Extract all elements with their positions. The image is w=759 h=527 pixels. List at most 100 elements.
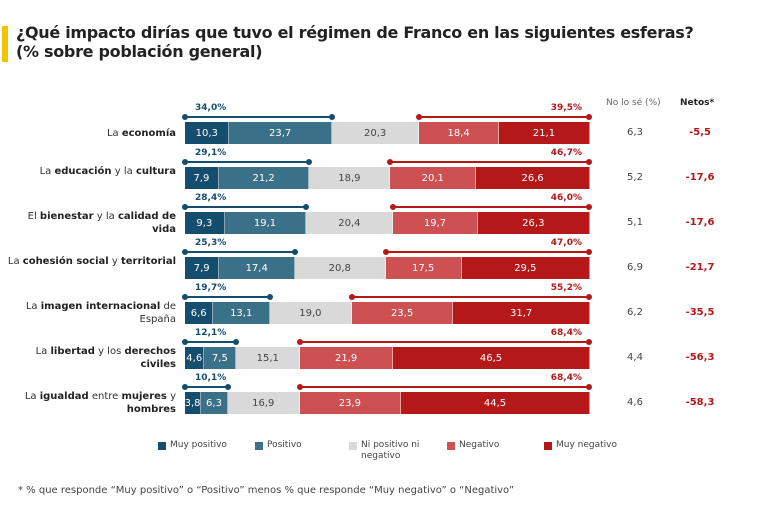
row-label-part: y — [166, 391, 176, 402]
title-line-2: (% sobre población general) — [16, 42, 263, 61]
bar-segment-ni-positivo-ni-negativo: 20,3 — [331, 122, 420, 144]
row-label-part: La — [35, 346, 51, 357]
bracket-dot — [182, 114, 188, 120]
row-label: La libertad y los derechos civiles — [6, 345, 176, 371]
bracket-dot — [586, 339, 592, 345]
positive-total-bracket — [185, 116, 332, 118]
positive-total-bracket — [185, 206, 307, 208]
positive-total-bracket — [185, 161, 310, 163]
positive-total-label: 28,4% — [195, 193, 227, 203]
bar-segment-positivo: 6,3 — [201, 392, 228, 414]
row-label-part: educación — [54, 166, 112, 177]
positive-total-label: 12,1% — [195, 328, 227, 338]
bar-segment-muy-negativo: 46,5 — [393, 347, 590, 369]
bracket-dot — [182, 159, 188, 165]
bar-segment-negativo: 17,5 — [385, 257, 462, 279]
legend-label: Negativo — [459, 440, 500, 450]
row-label-part: igualdad — [39, 391, 89, 402]
row-label-part: economía — [121, 128, 176, 139]
row-label-part: imagen internacional — [40, 301, 161, 312]
bar-segment-muy-negativo: 29,5 — [461, 257, 590, 279]
negative-total-bracket — [299, 386, 590, 388]
bracket-dot — [182, 204, 188, 210]
row-label-part: cultura — [135, 166, 176, 177]
bar-segment-positivo: 21,2 — [218, 167, 310, 189]
positive-total-label: 25,3% — [195, 238, 227, 248]
bracket-dot — [586, 294, 592, 300]
row-label: La economía — [6, 127, 176, 140]
bar-segment-negativo: 21,9 — [300, 347, 393, 369]
bracket-dot — [182, 384, 188, 390]
positive-total-bracket — [185, 341, 237, 343]
bar-segment-positivo: 13,1 — [213, 302, 270, 324]
bar-segment-positivo: 23,7 — [229, 122, 332, 144]
bracket-dot — [328, 114, 335, 120]
row-label-part: mujeres — [121, 391, 167, 402]
footnote: * % que responde “Muy positivo” o “Posit… — [18, 485, 515, 496]
legend-item: Negativo — [447, 440, 499, 451]
negative-total-bracket — [300, 341, 590, 343]
bar-segment-positivo: 17,4 — [219, 257, 296, 279]
negative-total-label: 39,5% — [550, 103, 582, 113]
bracket-dot — [182, 249, 188, 255]
bracket-dot — [416, 114, 423, 120]
negative-total-bracket — [385, 251, 590, 253]
bracket-dot — [224, 384, 231, 390]
positive-total-bracket — [185, 251, 296, 253]
row-label-part: La — [39, 166, 55, 177]
net-value: -56,3 — [685, 352, 715, 363]
negative-total-bracket — [390, 161, 590, 163]
positive-total-label: 29,1% — [195, 148, 227, 158]
bar-segment-positivo: 19,1 — [224, 212, 307, 234]
bar-segment-negativo: 23,5 — [351, 302, 454, 324]
bar-segment-muy-negativo: 21,1 — [498, 122, 590, 144]
row-label: La imagen internacional de España — [6, 300, 176, 326]
positive-total-bracket — [185, 296, 270, 298]
row-label-part: entre — [88, 391, 122, 402]
row-label-part: y la — [93, 211, 118, 222]
bracket-dot — [303, 204, 310, 210]
bracket-dot — [182, 294, 188, 300]
bracket-dot — [348, 294, 355, 300]
column-header-dk: No lo sé (%) — [606, 98, 661, 108]
bar-segment-negativo: 20,1 — [390, 167, 477, 189]
bracket-dot — [306, 159, 313, 165]
negative-total-label: 68,4% — [550, 328, 582, 338]
bar-segment-muy-positivo: 7,9 — [185, 167, 219, 189]
bracket-dot — [586, 204, 592, 210]
legend-label: Positivo — [267, 440, 302, 450]
bracket-dot — [292, 249, 299, 255]
bracket-dot — [182, 339, 188, 345]
bracket-dot — [387, 159, 394, 165]
net-value: -35,5 — [685, 307, 715, 318]
row-label-part: La — [25, 301, 41, 312]
net-value: -17,6 — [685, 172, 715, 183]
bar-segment-muy-positivo: 6,6 — [185, 302, 214, 324]
positive-total-label: 19,7% — [195, 283, 227, 293]
bar-segment-ni-positivo-ni-negativo: 19,0 — [269, 302, 352, 324]
dont-know-value: 6,2 — [627, 307, 643, 318]
bar-segment-muy-negativo: 26,3 — [477, 212, 590, 234]
bar-segment-negativo: 19,7 — [393, 212, 478, 234]
negative-total-label: 55,2% — [550, 283, 582, 293]
bar-segment-ni-positivo-ni-negativo: 16,9 — [227, 392, 300, 414]
positive-total-bracket — [185, 386, 228, 388]
legend-label: Ni positivo ni negativo — [361, 440, 420, 461]
title-line-1: ¿Qué impacto dirías que tuvo el régimen … — [16, 23, 694, 42]
negative-total-bracket — [351, 296, 590, 298]
bar-segment-negativo: 18,4 — [419, 122, 499, 144]
legend-item: Positivo — [255, 440, 302, 451]
row-label: La igualdad entre mujeres y hombres — [6, 390, 176, 416]
negative-total-label: 46,7% — [550, 148, 582, 158]
bar-segment-ni-positivo-ni-negativo: 20,4 — [306, 212, 394, 234]
bracket-dot — [586, 159, 592, 165]
legend-swatch — [349, 442, 357, 450]
legend-label: Muy positivo — [170, 440, 227, 450]
bar-segment-muy-positivo: 9,3 — [185, 212, 225, 234]
bracket-dot — [233, 339, 240, 345]
net-value: -5,5 — [689, 127, 711, 138]
row-label-part: libertad — [50, 346, 95, 357]
dont-know-value: 6,3 — [627, 127, 643, 138]
positive-total-label: 34,0% — [195, 103, 227, 113]
chart-title: ¿Qué impacto dirías que tuvo el régimen … — [16, 23, 694, 61]
